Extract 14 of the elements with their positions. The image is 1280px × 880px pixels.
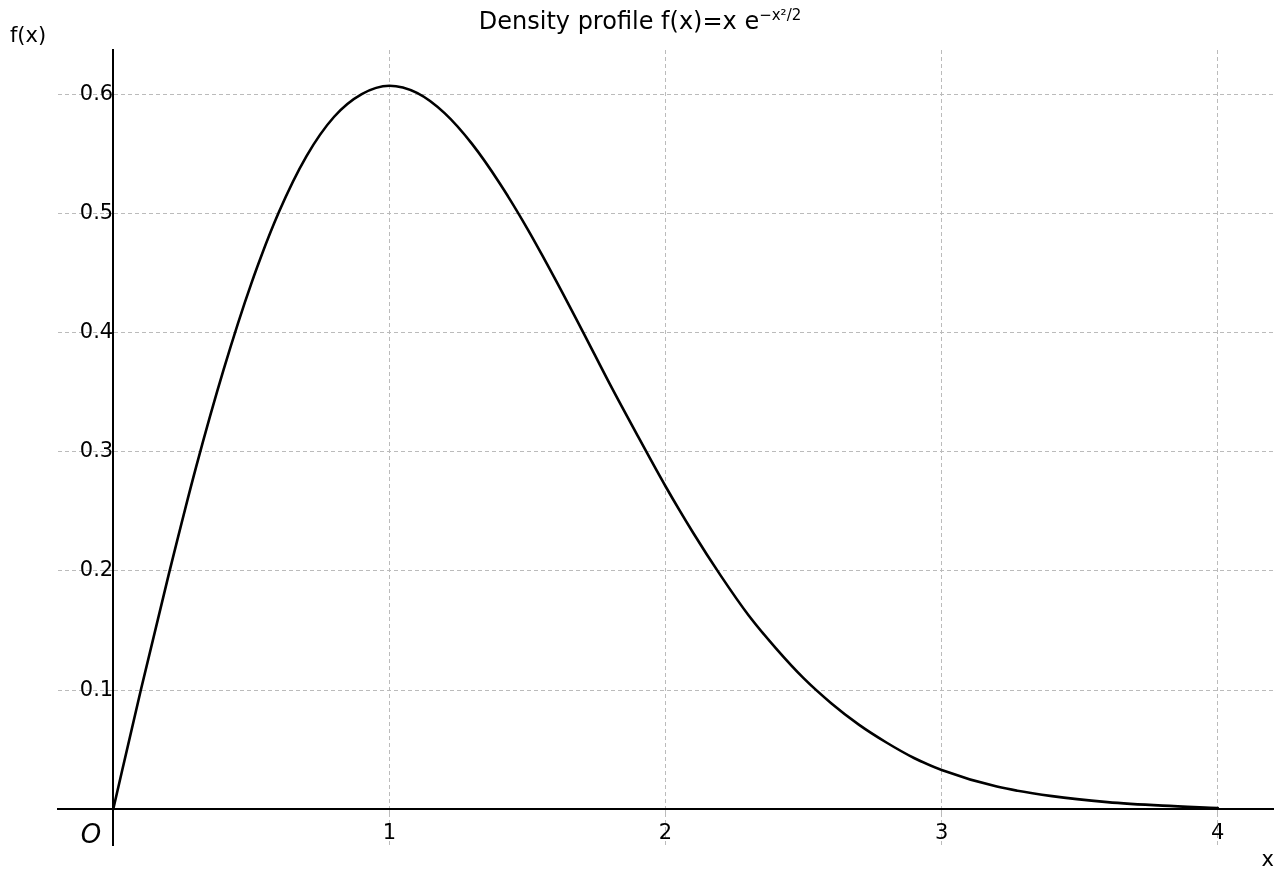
x-tick-label: 2	[658, 820, 673, 845]
x-tick-label: 3	[934, 820, 949, 845]
y-tick-label: 0.6	[79, 80, 114, 105]
y-axis-title: f(x)	[9, 23, 47, 48]
x-tick-label: 1	[382, 820, 397, 845]
y-tick-label: 0.1	[79, 676, 114, 701]
chart-title: Density profile f(x)=x e$^{−x²/2}$	[478, 6, 802, 35]
x-axis-title: x	[1261, 847, 1274, 872]
annotation: O	[80, 818, 102, 849]
y-tick-label: 0.2	[79, 557, 114, 582]
x-tick-label: 4	[1211, 820, 1225, 845]
y-tick-label: 0.5	[79, 199, 114, 224]
y-tick-label: 0.3	[79, 438, 114, 463]
y-tick-label: 0.4	[79, 318, 114, 343]
